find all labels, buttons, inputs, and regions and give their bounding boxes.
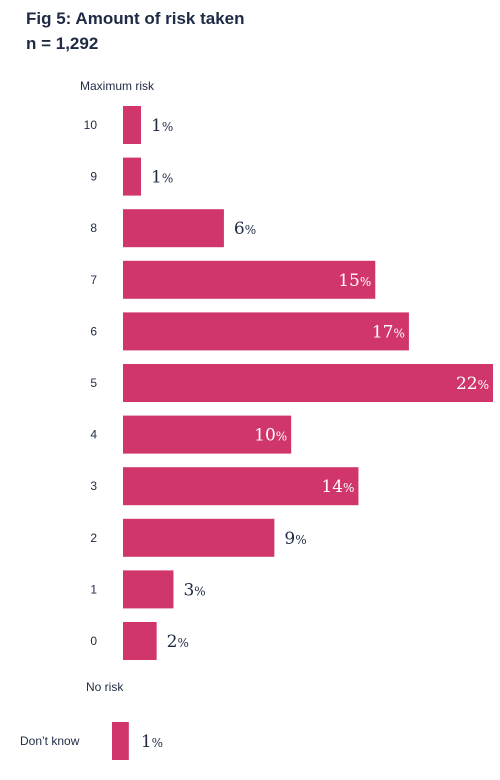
chart-title: Fig 5: Amount of risk taken: [26, 9, 245, 28]
category-label-9: 9: [90, 170, 97, 184]
data-label-10: 1%: [151, 116, 173, 136]
bar-4: [123, 415, 292, 454]
data-label-5: 22%: [456, 374, 489, 394]
data-label-9: 1%: [151, 168, 173, 188]
bar-2: [123, 518, 275, 557]
category-label-3: 3: [90, 479, 97, 493]
bar-6: [123, 312, 409, 351]
data-label-dont-know: 1%: [141, 732, 163, 752]
category-label-2: 2: [90, 531, 97, 545]
bar-1: [123, 570, 174, 609]
data-label-8: 6%: [234, 219, 256, 239]
bar-8: [123, 209, 224, 248]
category-label-4: 4: [90, 428, 97, 442]
data-label-1: 3%: [183, 580, 205, 600]
bar-0: [123, 622, 157, 660]
chart-subtitle: n = 1,292: [26, 34, 99, 53]
data-label-6: 17%: [372, 322, 405, 342]
bar-7: [123, 260, 376, 299]
bar-10: [123, 106, 141, 144]
category-label-7: 7: [90, 273, 97, 287]
bar-5: [123, 364, 493, 402]
category-label-dont-know: Don’t know: [20, 734, 80, 748]
no-risk-label: No risk: [86, 680, 124, 694]
data-label-7: 15%: [338, 271, 371, 291]
bar-9: [123, 157, 141, 196]
category-label-6: 6: [90, 324, 97, 338]
data-label-2: 9%: [284, 529, 306, 549]
category-label-1: 1: [90, 582, 97, 596]
bar-3: [123, 467, 359, 506]
data-label-3: 14%: [321, 477, 354, 497]
bar-dont-know: [112, 722, 129, 760]
data-label-4: 10%: [254, 426, 287, 446]
category-label-10: 10: [84, 118, 98, 132]
maximum-risk-label: Maximum risk: [80, 79, 154, 93]
category-label-8: 8: [90, 221, 97, 235]
category-label-0: 0: [90, 634, 97, 648]
category-label-5: 5: [90, 376, 97, 390]
data-label-0: 2%: [167, 632, 189, 652]
